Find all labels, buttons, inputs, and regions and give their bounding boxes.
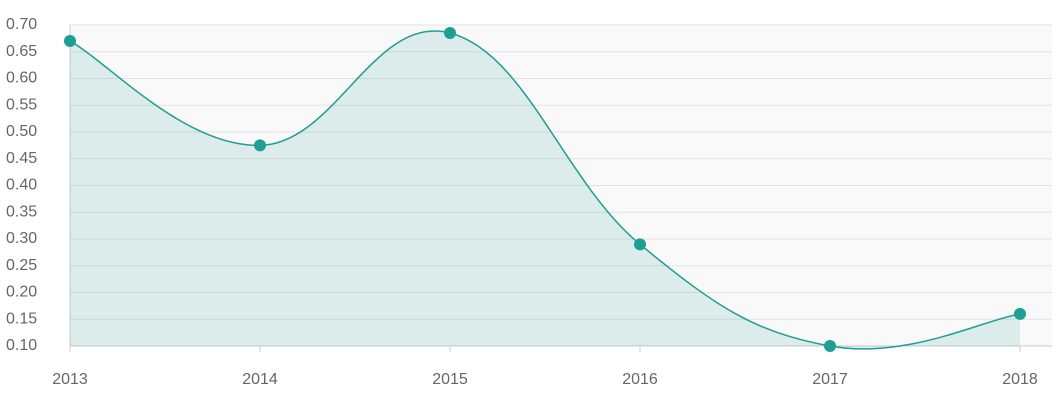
- point: [1014, 307, 1026, 320]
- y-tick-label: 0.15: [6, 310, 37, 327]
- y-tick-label: 0.45: [6, 150, 37, 167]
- y-tick-label: 0.70: [6, 16, 37, 33]
- x-tick-label: 2018: [1002, 371, 1038, 388]
- line: [69, 30, 1021, 350]
- y-tick-label: 0.25: [6, 257, 37, 274]
- y-tick-label: 0.40: [6, 177, 37, 194]
- y-tick-label: 0.30: [6, 230, 37, 247]
- point: [444, 27, 456, 40]
- x-tick-label: 2014: [242, 371, 278, 388]
- y-tick-label: 0.60: [6, 70, 37, 87]
- point: [824, 340, 836, 352]
- point: [254, 139, 266, 152]
- point: [634, 238, 646, 251]
- area-fill: [70, 30, 1020, 349]
- y-tick-label: 0.10: [6, 337, 37, 354]
- y-tick-label: 0.35: [6, 203, 37, 220]
- x-tick-label: 2016: [622, 371, 658, 388]
- y-tick-label: 0.55: [6, 96, 37, 113]
- y-tick-label: 0.20: [6, 284, 37, 301]
- point: [64, 35, 76, 48]
- y-tick-label: 0.65: [6, 43, 37, 60]
- x-tick-label: 2013: [52, 371, 88, 388]
- x-tick-label: 2017: [812, 371, 848, 388]
- y-tick-label: 0.50: [6, 123, 37, 140]
- x-tick-label: 2015: [432, 371, 468, 388]
